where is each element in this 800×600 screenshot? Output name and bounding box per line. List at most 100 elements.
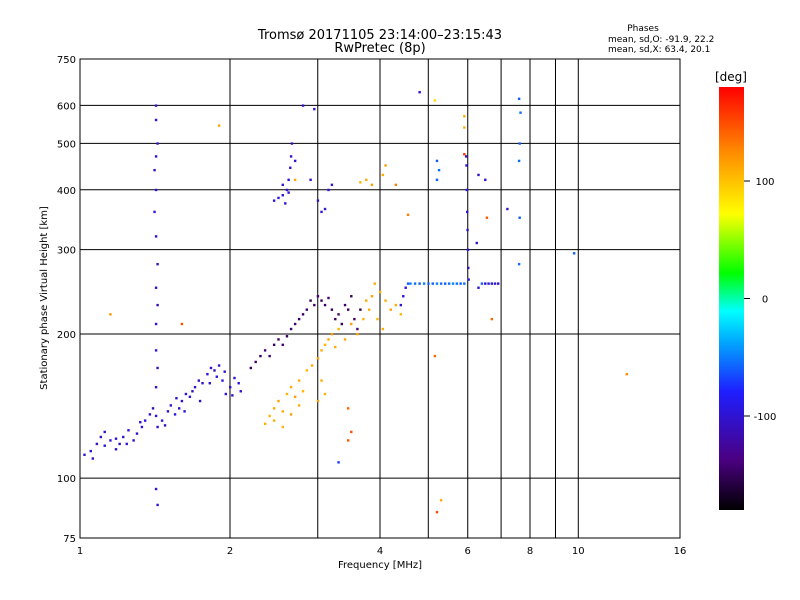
data-point: [83, 453, 86, 456]
data-point: [293, 178, 297, 182]
data-point: [109, 313, 112, 316]
y-tick-label: 500: [57, 139, 76, 150]
y-axis-ticks: 75 100 200 300 400 500 600 750: [57, 55, 76, 545]
y-tick-label: 750: [57, 55, 76, 66]
data-point: [465, 164, 468, 167]
data-point: [381, 173, 385, 177]
data-point: [572, 252, 576, 255]
data-point: [463, 282, 466, 285]
data-point: [309, 178, 312, 182]
data-point: [466, 248, 470, 252]
data-point: [487, 282, 490, 285]
phase-stats: Phases mean, sd,O: -91.9, 22.2 mean, sd,…: [608, 24, 714, 55]
data-point: [277, 338, 280, 341]
data-point: [480, 282, 484, 285]
data-point: [154, 188, 158, 192]
data-point: [143, 419, 147, 422]
data-point: [127, 429, 130, 432]
data-point: [293, 159, 297, 163]
data-point: [114, 437, 118, 440]
data-point: [313, 107, 316, 111]
data-point: [151, 407, 155, 410]
data-point: [394, 183, 398, 187]
data-point: [362, 317, 365, 321]
data-point: [389, 308, 392, 311]
data-point: [297, 379, 301, 382]
data-point: [316, 357, 320, 360]
stats-line-o: mean, sd,O: -91.9, 22.2: [608, 35, 714, 45]
data-point: [272, 407, 276, 410]
data-point: [402, 295, 405, 298]
plot-frame: [79, 58, 681, 539]
data-point: [268, 354, 271, 358]
x-tick-label: 1: [77, 546, 83, 557]
data-point: [263, 349, 267, 352]
grid-lines: [80, 59, 680, 538]
data-point: [484, 178, 487, 182]
data-point: [356, 327, 359, 331]
data-point: [433, 99, 437, 102]
data-point: [154, 104, 158, 107]
colorbar-label: [deg]: [715, 70, 747, 84]
data-point: [455, 282, 459, 285]
data-point: [466, 210, 469, 214]
data-point: [313, 303, 316, 307]
data-point: [517, 159, 521, 163]
data-point: [399, 303, 403, 307]
x-tick-label: 10: [572, 546, 585, 557]
data-point: [418, 90, 421, 94]
data-point: [154, 286, 158, 289]
y-tick-label: 100: [57, 474, 76, 485]
data-point: [370, 295, 374, 298]
data-point: [337, 313, 340, 316]
data-point: [310, 364, 314, 367]
data-point: [346, 439, 350, 442]
data-point: [217, 364, 221, 367]
data-point: [439, 282, 443, 285]
data-point: [334, 345, 337, 349]
data-point: [356, 332, 359, 336]
data-point: [323, 343, 327, 347]
data-point: [153, 168, 156, 172]
data-point: [490, 317, 494, 321]
data-point: [163, 424, 167, 427]
data-point: [135, 432, 139, 435]
data-point: [287, 191, 290, 194]
data-point: [519, 111, 522, 114]
data-point: [323, 392, 327, 396]
data-point: [198, 399, 202, 403]
data-point: [154, 155, 158, 158]
data-point: [281, 194, 284, 197]
data-point: [122, 435, 125, 439]
data-point: [180, 399, 184, 403]
data-point: [213, 369, 216, 372]
data-point: [285, 392, 289, 396]
data-point: [231, 394, 234, 397]
data-point: [381, 327, 385, 331]
chart-title: Tromsø 20171105 23:14:00–23:15:43: [257, 28, 502, 43]
y-tick-label: 600: [57, 101, 76, 112]
data-point: [95, 442, 99, 446]
colorbar-tick-label: -100: [754, 412, 777, 423]
data-point: [154, 414, 158, 418]
data-point: [447, 282, 451, 285]
x-tick-label: 2: [227, 546, 233, 557]
data-point: [435, 178, 439, 182]
data-point: [281, 410, 284, 413]
data-point: [301, 313, 305, 316]
data-point: [464, 155, 468, 158]
data-point: [217, 124, 221, 127]
data-point: [484, 282, 487, 285]
data-point: [289, 155, 293, 158]
data-point: [370, 183, 374, 187]
stats-line-x: mean, sd,X: 63.4, 20.1: [608, 45, 710, 55]
data-point: [350, 430, 353, 434]
stats-heading: Phases: [627, 24, 659, 34]
data-point: [297, 317, 301, 321]
data-point: [301, 390, 305, 393]
data-point: [103, 444, 106, 447]
data-point: [506, 207, 509, 211]
data-point: [477, 173, 480, 177]
data-point: [404, 286, 407, 289]
data-point: [281, 343, 284, 347]
